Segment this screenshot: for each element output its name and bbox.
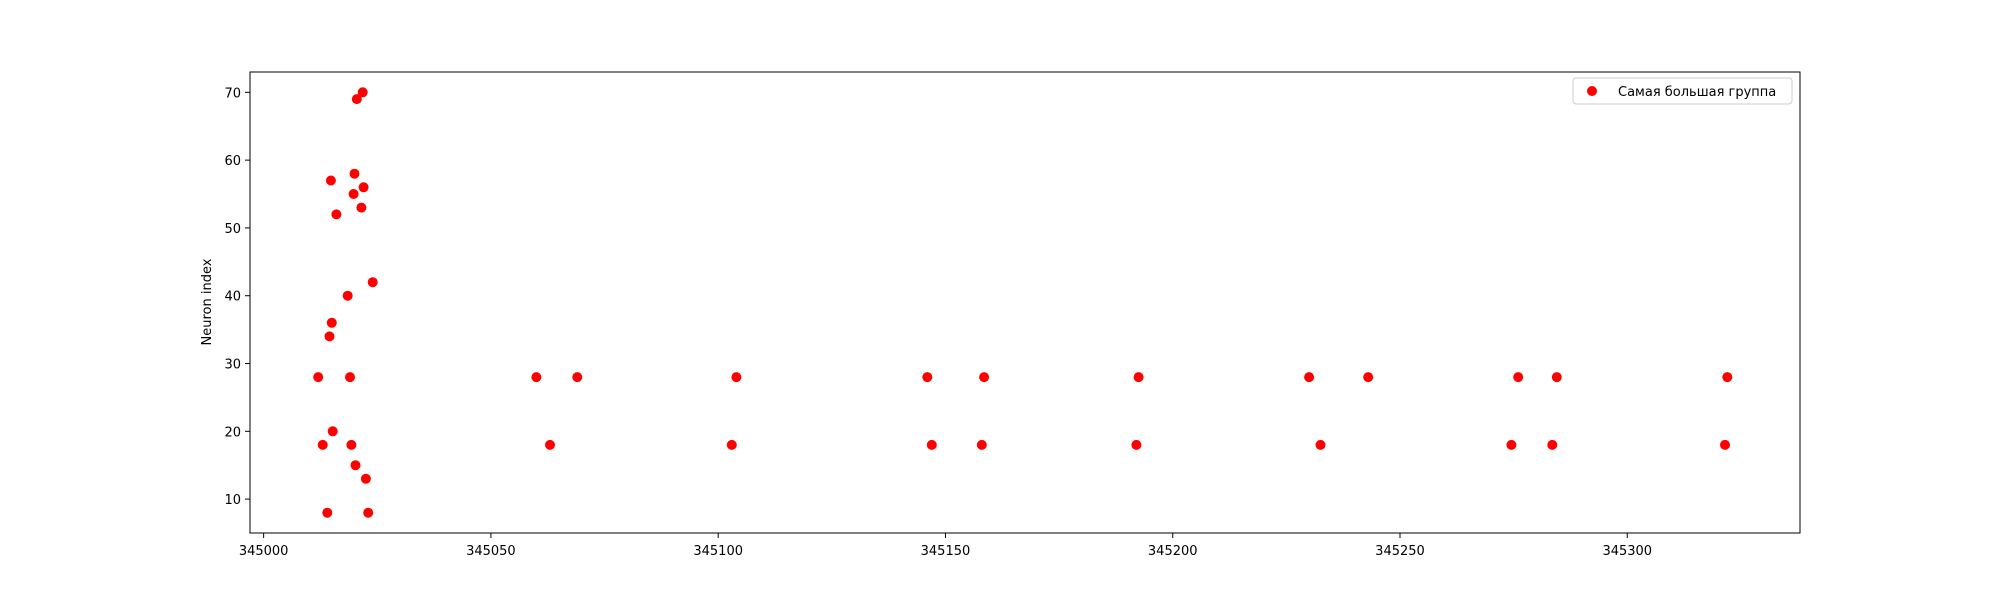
y-tick-label: 10 [224,493,241,508]
data-points [313,87,1733,518]
x-tick-label: 345200 [1148,544,1198,559]
data-point [326,317,337,328]
data-point [317,439,328,450]
data-point [726,439,737,450]
data-point [922,372,933,383]
data-point [1363,372,1374,383]
data-point [1513,372,1524,383]
data-point [351,94,362,105]
data-point [1722,372,1733,383]
data-point [1551,372,1562,383]
data-point [345,372,355,383]
y-tick-label: 40 [224,290,241,305]
data-point [363,507,374,518]
x-tick-label: 345300 [1602,544,1652,559]
data-point [348,189,359,199]
data-point [360,473,371,484]
plot-frame [249,71,1801,534]
data-point [572,372,583,383]
y-tick-label: 50 [224,222,241,237]
data-point [979,372,990,383]
x-axis-ticks: 345000 345050 345100 345150 345200 345250 3453… [239,533,1652,559]
x-tick-label: 345150 [921,544,971,559]
data-point [331,209,342,220]
data-point [357,87,368,98]
data-point [1547,439,1558,450]
data-point [350,460,361,471]
legend-marker [1587,86,1597,96]
y-tick-label: 30 [224,358,241,373]
data-point [545,439,555,450]
data-point [313,372,324,383]
data-point [731,372,742,383]
legend: Самая большая группа [1572,77,1793,105]
x-tick-label: 345100 [693,544,743,559]
data-point [349,168,360,179]
plot-area [250,72,1800,533]
data-point [1506,439,1517,450]
y-axis-label: Neuron index [200,258,215,345]
data-point [342,290,353,301]
data-point [327,426,338,437]
data-point [976,439,987,450]
y-tick-label: 70 [224,86,241,101]
data-point [926,439,937,450]
data-point [325,175,336,186]
data-point [322,507,333,518]
x-tick-label: 345250 [1375,544,1425,559]
data-point [1720,439,1730,450]
data-point [1304,372,1315,383]
legend-box [1572,77,1793,105]
data-point [324,331,335,342]
y-axis-ticks: 10 20 30 40 50 60 70 [224,86,250,508]
data-point [346,439,357,450]
y-tick-label: 20 [224,425,241,440]
x-tick-label: 345050 [466,544,516,559]
data-point [1133,372,1144,383]
x-tick-label: 345000 [239,544,289,559]
data-point [1315,439,1326,450]
legend-label: Самая большая группа [1618,85,1776,100]
data-point [1131,439,1142,450]
data-point [531,372,542,383]
data-point [356,202,367,213]
data-point [367,277,378,288]
y-tick-label: 60 [224,154,241,169]
data-point [358,182,369,193]
